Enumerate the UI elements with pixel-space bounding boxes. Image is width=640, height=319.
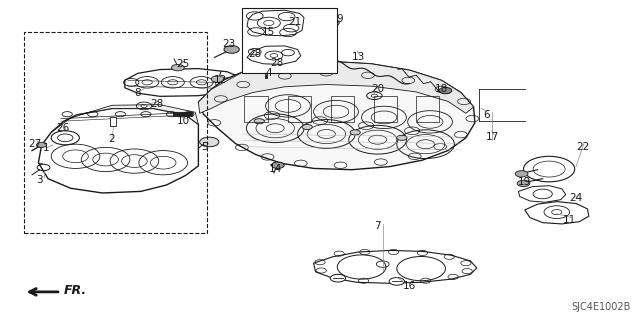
Text: 4: 4 xyxy=(266,68,272,78)
Circle shape xyxy=(326,20,339,26)
Text: SJC4E1002B: SJC4E1002B xyxy=(571,302,630,312)
Text: 28: 28 xyxy=(270,58,283,68)
Text: 28: 28 xyxy=(248,49,261,59)
Text: 21: 21 xyxy=(288,17,301,27)
Text: FR.: FR. xyxy=(64,284,87,297)
Text: 15: 15 xyxy=(262,27,275,37)
Circle shape xyxy=(271,162,284,168)
Circle shape xyxy=(200,137,219,147)
Text: 5: 5 xyxy=(202,142,208,152)
Circle shape xyxy=(439,87,452,94)
Text: 14: 14 xyxy=(269,164,282,174)
Circle shape xyxy=(172,64,184,71)
Bar xyxy=(331,96,354,122)
Text: 3: 3 xyxy=(36,175,43,185)
Text: 16: 16 xyxy=(403,280,416,291)
Circle shape xyxy=(211,76,224,82)
Circle shape xyxy=(515,171,528,177)
Bar xyxy=(416,96,439,122)
Circle shape xyxy=(389,278,404,285)
Text: 24: 24 xyxy=(570,193,582,203)
Text: 18: 18 xyxy=(435,84,448,94)
Circle shape xyxy=(397,135,407,140)
Text: 12: 12 xyxy=(214,75,227,85)
Circle shape xyxy=(350,130,360,135)
Text: 17: 17 xyxy=(486,132,499,142)
Text: 10: 10 xyxy=(177,116,190,126)
Bar xyxy=(244,96,268,122)
Text: 6: 6 xyxy=(483,110,490,120)
Polygon shape xyxy=(198,61,475,170)
Text: 1: 1 xyxy=(43,143,49,153)
Polygon shape xyxy=(198,61,474,113)
Bar xyxy=(24,32,207,233)
Text: 13: 13 xyxy=(352,52,365,63)
Circle shape xyxy=(224,46,239,53)
Text: 20: 20 xyxy=(371,84,384,94)
Bar xyxy=(374,96,397,122)
Circle shape xyxy=(254,119,264,124)
Text: 8: 8 xyxy=(134,87,141,98)
Bar xyxy=(288,96,311,122)
Text: 2: 2 xyxy=(109,134,115,144)
Text: 25: 25 xyxy=(176,59,189,69)
Text: 27: 27 xyxy=(29,138,42,149)
Circle shape xyxy=(294,48,310,56)
Circle shape xyxy=(517,180,530,187)
Circle shape xyxy=(302,124,312,130)
Text: 26: 26 xyxy=(56,123,69,133)
Text: 22: 22 xyxy=(576,142,589,152)
Text: 23: 23 xyxy=(223,39,236,49)
Text: 9: 9 xyxy=(336,14,342,24)
Bar xyxy=(110,117,116,126)
Bar xyxy=(173,112,192,116)
Text: 19: 19 xyxy=(518,177,531,187)
Text: 11: 11 xyxy=(563,215,576,225)
Bar xyxy=(242,8,337,73)
Text: 28: 28 xyxy=(150,99,163,109)
Circle shape xyxy=(330,274,346,282)
Circle shape xyxy=(36,142,47,147)
Polygon shape xyxy=(51,105,198,132)
Text: 7: 7 xyxy=(374,221,381,232)
